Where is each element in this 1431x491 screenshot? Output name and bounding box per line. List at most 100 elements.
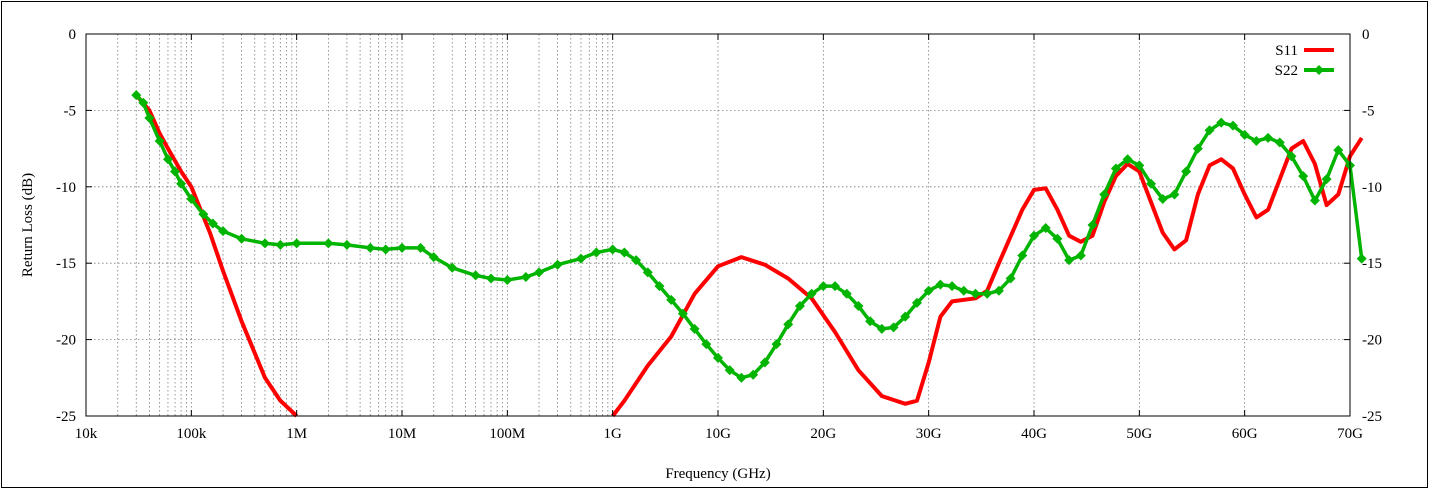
axis-ticks: 10k 100k 1M 10M 100M 1G 10G 20G 30G 40G 50G 60G 70G 0… [56, 27, 1382, 442]
y-axis-label: Return Loss (dB) [20, 173, 36, 277]
x-tick-label: 10G [705, 426, 731, 442]
data-point-s22 [853, 300, 864, 311]
x-tick-label: 60G [1232, 426, 1258, 442]
series-line-s11 [134, 93, 299, 418]
data-point-s22 [486, 273, 497, 284]
data-point-s22 [888, 322, 899, 333]
data-point-s22 [1099, 189, 1110, 200]
legend-label-s11: S11 [1275, 43, 1298, 59]
data-point-s22 [923, 285, 934, 296]
data-point-s22 [794, 300, 805, 311]
data-point-s22 [947, 281, 958, 292]
data-point-s22 [1274, 137, 1285, 148]
data-point-s22 [1134, 160, 1145, 171]
data-point-s22 [841, 288, 852, 299]
data-point-s22 [428, 252, 439, 263]
data-point-s22 [218, 226, 229, 237]
data-point-s22 [1075, 250, 1086, 261]
data-point-s22 [900, 311, 911, 322]
y-tick-label-left: 0 [69, 27, 77, 43]
x-tick-label: 20G [810, 426, 836, 442]
data-point-s22 [1017, 250, 1028, 261]
y-tick-label-right: -20 [1362, 333, 1382, 349]
data-point-s22 [783, 319, 794, 330]
x-tick-label: 10M [388, 426, 416, 442]
data-point-s22 [1087, 220, 1098, 230]
data-point-s22 [1122, 154, 1133, 165]
data-point-s22 [724, 365, 735, 376]
data-point-s22 [713, 352, 723, 363]
series-line-s22 [135, 93, 1364, 380]
data-point-s22 [1216, 117, 1227, 128]
data-point-s22 [415, 242, 426, 253]
data-point-s22 [1192, 143, 1203, 154]
x-tick-label: 100M [489, 426, 525, 442]
x-tick-label: 10k [75, 426, 98, 442]
data-point-s22 [1321, 174, 1332, 185]
data-point-s22 [771, 339, 782, 350]
y-tick-label-left: -10 [56, 180, 76, 196]
legend-marker-s22 [1314, 65, 1324, 75]
data-point-s22 [291, 238, 302, 249]
data-point-s22 [935, 279, 946, 290]
data-point-s22 [759, 357, 770, 368]
data-point-s22 [876, 323, 887, 334]
data-point-s22 [470, 270, 481, 281]
grid-lines [86, 34, 1350, 416]
y-tick-label-right: -15 [1362, 256, 1382, 272]
data-point-s22 [198, 209, 209, 220]
y-tick-label-left: -20 [56, 333, 76, 349]
y-tick-label-right: 0 [1362, 27, 1370, 43]
data-point-s22 [1251, 135, 1262, 146]
data-point-s22 [397, 242, 407, 253]
y-tick-label-left: -5 [64, 103, 77, 119]
data-point-s22 [982, 288, 993, 299]
data-point-s22 [1356, 253, 1367, 264]
data-point-s22 [689, 323, 700, 334]
data-point-s22 [1110, 163, 1121, 174]
data-point-s22 [170, 166, 181, 177]
x-tick-label: 1M [286, 426, 307, 442]
data-point-s22 [654, 281, 665, 292]
series-line-s11 [611, 136, 1364, 418]
data-point-s22 [677, 308, 688, 319]
data-point-s22 [502, 275, 513, 286]
data-point-s22 [748, 369, 759, 380]
data-point-s22 [818, 281, 829, 292]
x-tick-label: 70G [1337, 426, 1363, 442]
y-tick-label-right: -10 [1362, 180, 1382, 196]
data-point-s22 [341, 239, 352, 250]
data-point-s22 [1052, 233, 1063, 244]
data-point-s22 [1064, 255, 1075, 266]
data-point-s22 [736, 372, 747, 383]
data-point-s22 [162, 154, 173, 165]
data-point-s22 [806, 288, 817, 299]
x-tick-label: 1G [603, 426, 622, 442]
data-point-s22 [186, 194, 197, 205]
data-point-s22 [1309, 195, 1320, 206]
data-point-s22 [1298, 171, 1309, 182]
data-point-s22 [575, 253, 586, 264]
data-point-s22 [1263, 132, 1274, 143]
data-point-s22 [207, 218, 218, 229]
data-point-s22 [534, 267, 545, 278]
data-point-s22 [236, 233, 247, 244]
data-point-s22 [1181, 166, 1192, 177]
y-tick-label-right: -25 [1362, 409, 1382, 425]
data-point-s22 [1029, 230, 1039, 241]
data-point-s22 [830, 281, 841, 292]
data-point-s22 [323, 238, 334, 249]
data-point-s22 [144, 113, 155, 124]
data-point-s22 [1227, 120, 1238, 131]
x-tick-label: 40G [1021, 426, 1047, 442]
data-point-s22 [259, 238, 270, 249]
data-point-s22 [176, 178, 187, 189]
data-point-s22 [1005, 273, 1016, 284]
data-point-s22 [865, 316, 876, 327]
data-point-s22 [666, 294, 677, 305]
data-point-s22 [1333, 145, 1344, 156]
data-point-s22 [1286, 151, 1297, 162]
data-point-s22 [1040, 223, 1051, 234]
data-point-s22 [1204, 125, 1215, 136]
